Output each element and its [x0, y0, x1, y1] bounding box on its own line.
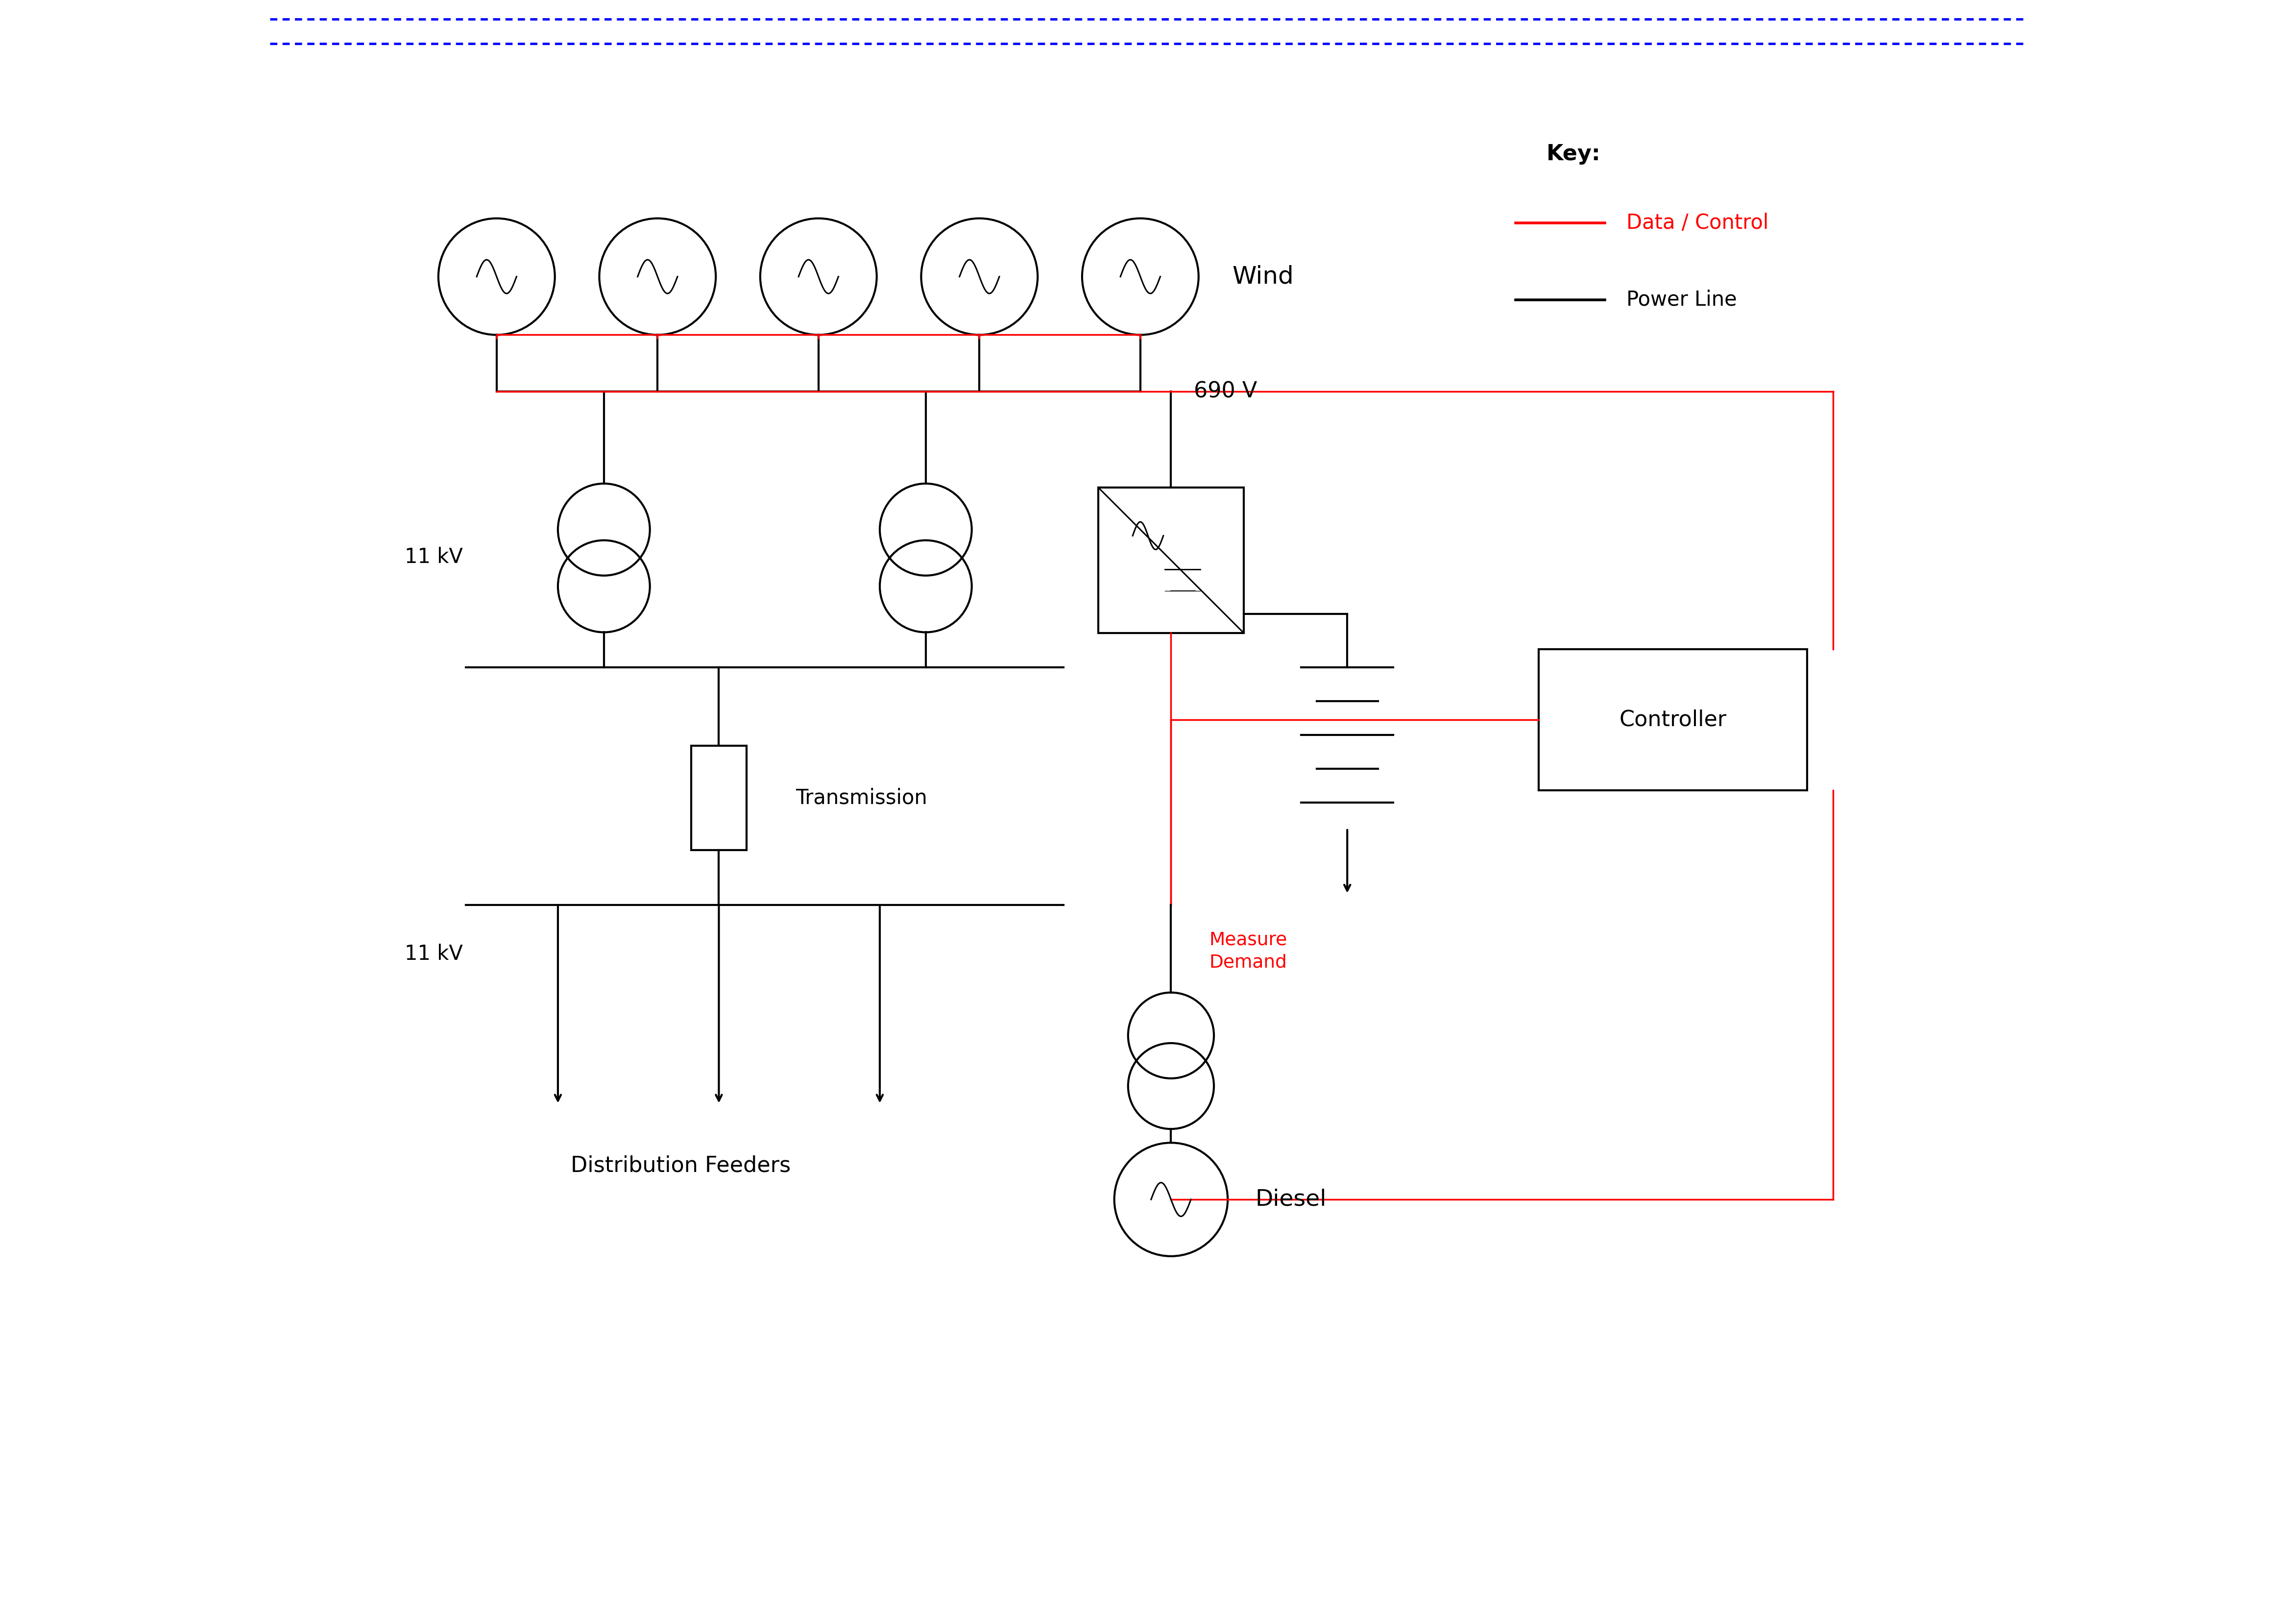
Text: Transmission: Transmission — [794, 788, 928, 809]
Bar — [1097, 488, 1244, 633]
Bar — [1538, 649, 1807, 789]
Text: Measure
Demand: Measure Demand — [1210, 931, 1288, 971]
Text: 11 kV: 11 kV — [404, 944, 464, 965]
Text: Data / Control: Data / Control — [1626, 213, 1768, 234]
Text: 690 V: 690 V — [1194, 382, 1258, 403]
Text: Distribution Feeders: Distribution Feeders — [569, 1155, 790, 1176]
Text: Wind: Wind — [1233, 264, 1295, 288]
Text: Key:: Key: — [1548, 143, 1600, 164]
Text: Controller: Controller — [1619, 709, 1727, 730]
Text: 11 kV: 11 kV — [404, 546, 464, 567]
Text: Diesel: Diesel — [1256, 1189, 1327, 1210]
Text: Power Line: Power Line — [1626, 290, 1736, 309]
Bar — [691, 746, 746, 851]
